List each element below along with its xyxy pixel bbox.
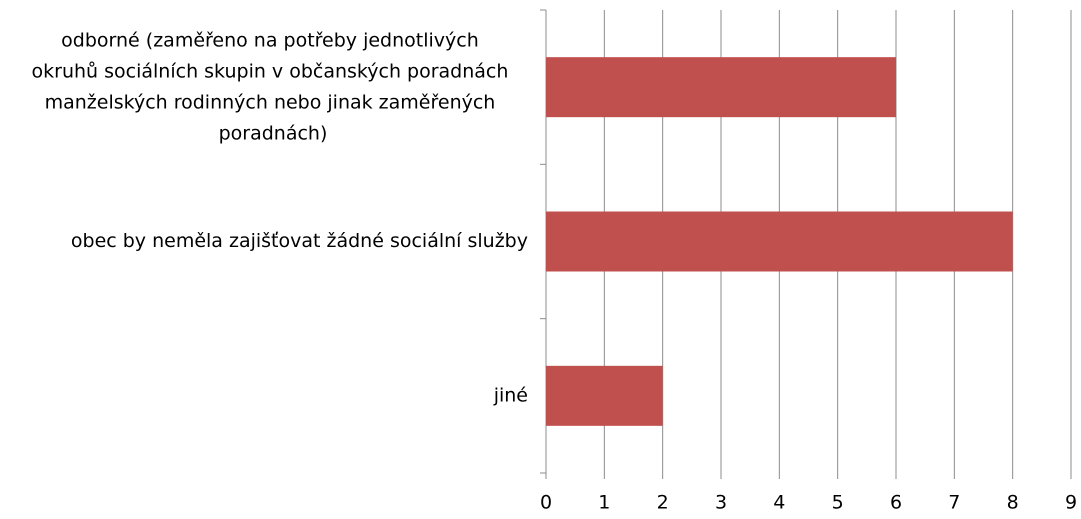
x-tick-label: 4 bbox=[773, 492, 785, 514]
x-tick-label: 5 bbox=[832, 492, 844, 514]
y-tick-label: odborné (zaměřeno na potřeby jednotlivýc… bbox=[32, 29, 515, 144]
y-tick-label: jiné bbox=[493, 384, 528, 406]
bar bbox=[546, 365, 663, 426]
x-tick-label: 6 bbox=[890, 492, 902, 514]
bar bbox=[546, 57, 896, 118]
x-tick-label: 7 bbox=[948, 492, 960, 514]
x-tick-label: 8 bbox=[1007, 492, 1019, 514]
x-tick-label: 2 bbox=[657, 492, 669, 514]
x-tick-label: 0 bbox=[540, 492, 552, 514]
bar bbox=[546, 211, 1013, 272]
y-tick-label: obec by neměla zajišťovat žádné sociální… bbox=[71, 230, 528, 252]
x-tick-label: 9 bbox=[1065, 492, 1077, 514]
x-tick-label: 3 bbox=[715, 492, 727, 514]
x-tick-label: 1 bbox=[598, 492, 610, 514]
